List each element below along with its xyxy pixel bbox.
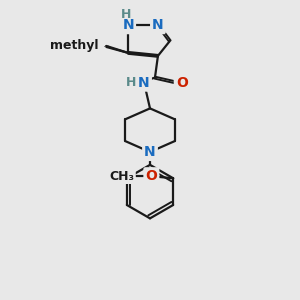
- Text: methoxy: methoxy: [134, 175, 140, 176]
- Text: N: N: [138, 76, 150, 90]
- Text: O: O: [146, 169, 157, 183]
- Text: O: O: [176, 76, 188, 90]
- Text: H: H: [126, 76, 136, 89]
- Text: H: H: [121, 8, 131, 21]
- Text: N: N: [122, 18, 134, 32]
- Text: N: N: [144, 145, 156, 159]
- Text: N: N: [152, 18, 164, 32]
- Text: methyl: methyl: [50, 40, 98, 52]
- Text: CH₃: CH₃: [110, 170, 134, 183]
- Text: methyl: methyl: [104, 45, 109, 46]
- Text: methyl: methyl: [103, 46, 108, 47]
